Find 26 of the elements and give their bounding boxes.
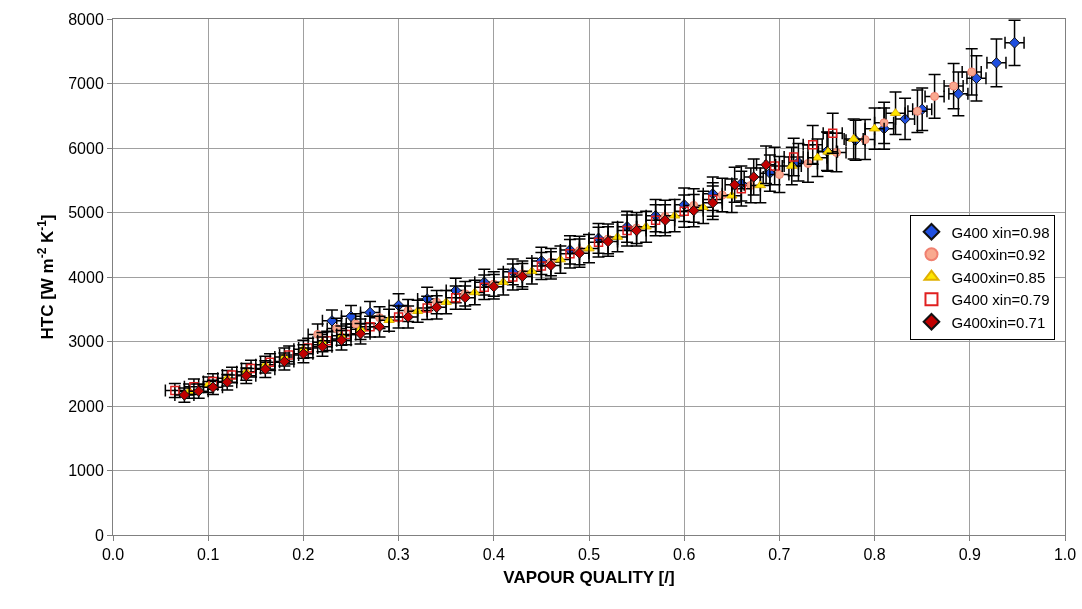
y-tick-label: 4000 [68, 268, 104, 286]
x-tick-label: 1.0 [1053, 546, 1077, 564]
x-tick-label: 0.9 [958, 546, 982, 564]
x-tick-label: 0.5 [577, 546, 601, 564]
y-tick-label: 2000 [68, 397, 104, 415]
x-tick-label: 0.4 [482, 546, 506, 564]
x-tick-label: 0.2 [292, 546, 315, 564]
x-tick-label: 0.1 [197, 546, 220, 564]
legend-label: G400xin=0.92 [951, 246, 1046, 264]
x-tick-label: 0.6 [673, 546, 696, 564]
x-tick-label: 0.3 [387, 546, 410, 564]
x-tick-label: 0.0 [101, 546, 125, 564]
y-tick-label: 1000 [68, 462, 104, 480]
y-tick-label: 0 [94, 526, 104, 544]
x-tick-label: 0.8 [863, 546, 886, 564]
legend-label: G400xin=0.71 [951, 313, 1046, 331]
legend-label: G400 xin=0.79 [951, 291, 1050, 309]
x-tick-label: 0.7 [768, 546, 791, 564]
legend-label: G400xin=0.85 [951, 268, 1046, 286]
legend-label: G400 xin=0.98 [951, 223, 1050, 241]
y-tick-label: 8000 [68, 10, 104, 28]
y-tick-label: 7000 [68, 75, 104, 93]
x-axis-title: VAPOUR QUALITY [/] [503, 567, 675, 587]
y-tick-label: 5000 [68, 204, 104, 222]
y-tick-label: 3000 [68, 333, 104, 351]
y-tick-label: 6000 [68, 139, 104, 157]
